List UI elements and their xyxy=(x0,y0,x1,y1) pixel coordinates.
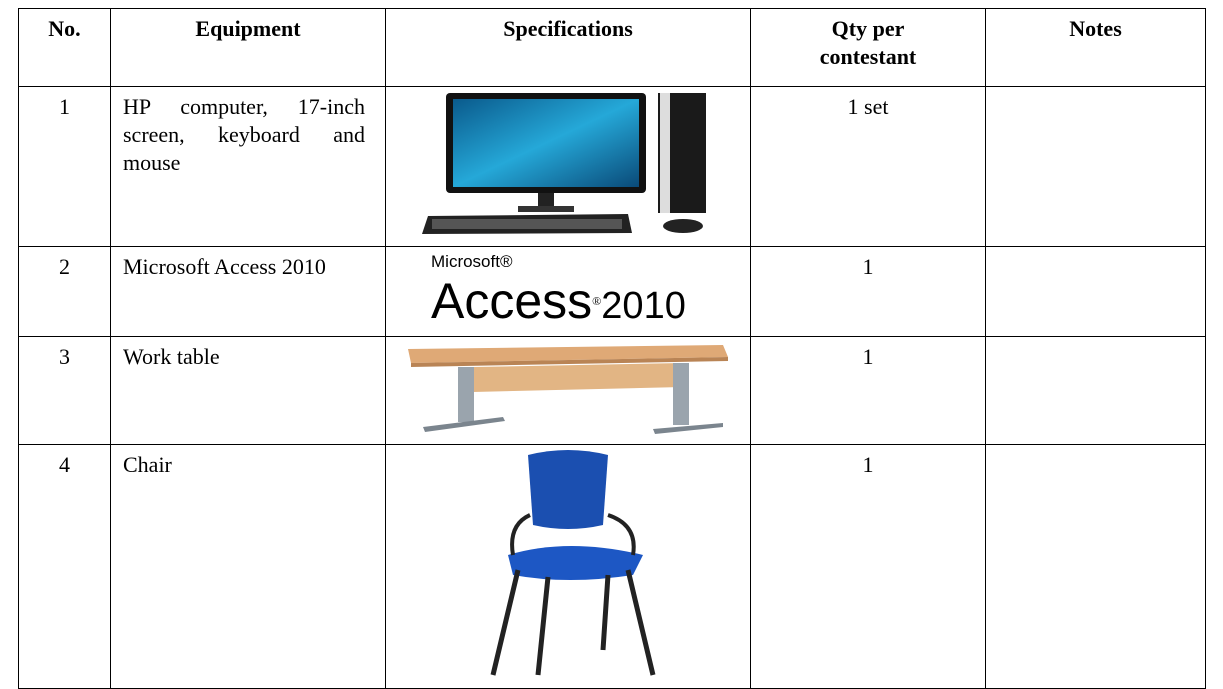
row: 3 Work table 1 xyxy=(18,336,1206,445)
no-cell: 2 xyxy=(18,246,111,337)
chair-image xyxy=(490,450,656,676)
no-cell: 3 xyxy=(18,336,111,445)
qty-cell: 1 set xyxy=(750,86,986,247)
qty-cell: 1 xyxy=(750,246,986,337)
spec-image-cell xyxy=(385,444,751,689)
row: 1 HP computer, 17-inch screen, keyboard … xyxy=(18,86,1206,247)
table-image xyxy=(408,345,728,434)
header-cell: Qty per contestant xyxy=(750,8,986,87)
header-cell: Equipment xyxy=(110,8,386,87)
spec-image-cell xyxy=(385,86,751,247)
row: 4 Chair 1 xyxy=(18,444,1206,689)
header-row: No. Equipment Specifications Qty per con… xyxy=(18,8,1206,87)
no-cell: 4 xyxy=(18,444,111,689)
notes-cell xyxy=(985,444,1206,689)
logo-product: Access xyxy=(431,272,593,329)
logo-version: 2010 xyxy=(601,284,686,327)
no-cell: 1 xyxy=(18,86,111,247)
computer-image xyxy=(422,93,706,234)
equipment-cell: Work table xyxy=(110,336,386,445)
spec-logo-cell: Microsoft® Access®2010 xyxy=(385,246,751,337)
row: 2 Microsoft Access 2010 Microsoft® Acces… xyxy=(18,246,1206,337)
header-cell: Notes xyxy=(985,8,1206,87)
logo-brand: Microsoft® xyxy=(431,251,513,271)
equipment-table: No. Equipment Specifications Qty per con… xyxy=(18,8,1206,689)
notes-cell xyxy=(985,336,1206,445)
qty-cell: 1 xyxy=(750,336,986,445)
equipment-cell: Chair xyxy=(110,444,386,689)
equipment-cell: Microsoft Access 2010 xyxy=(110,246,386,337)
header-cell: No. xyxy=(18,8,111,87)
equipment-cell: HP computer, 17-inch screen, keyboard an… xyxy=(110,86,386,247)
notes-cell xyxy=(985,86,1206,247)
spec-image-cell xyxy=(385,336,751,445)
logo-mark: ® xyxy=(592,293,602,308)
logo-line: Access®2010 xyxy=(431,276,750,336)
qty-cell: 1 xyxy=(750,444,986,689)
notes-cell xyxy=(985,246,1206,337)
header-cell: Specifications xyxy=(385,8,751,87)
